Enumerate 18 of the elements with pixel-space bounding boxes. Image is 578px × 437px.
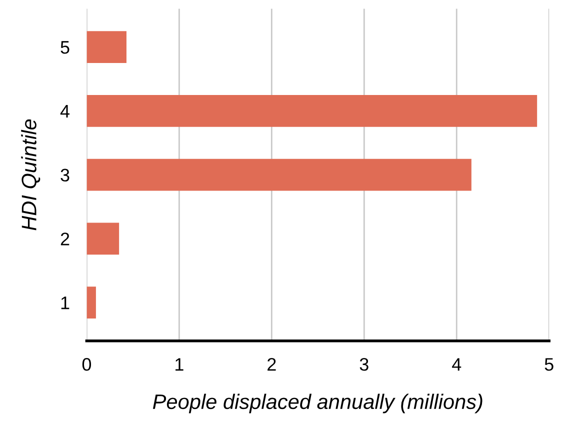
x-tick-label: 0 <box>82 358 92 371</box>
bar <box>86 286 96 319</box>
bar <box>86 31 126 64</box>
bar <box>86 222 120 255</box>
y-axis-title: HDI Quintile <box>21 119 40 230</box>
y-tick-label: 5 <box>60 41 70 54</box>
y-tick-label: 3 <box>60 168 70 182</box>
y-tick-label: 2 <box>60 232 70 246</box>
x-tick-label: 1 <box>176 358 184 371</box>
x-tick-label: 5 <box>544 358 554 371</box>
x-tick-label: 2 <box>268 358 276 371</box>
bar <box>86 158 472 191</box>
y-tick-label: 1 <box>61 296 70 310</box>
x-tick-label: 4 <box>452 358 462 371</box>
bar <box>86 94 538 127</box>
x-axis-title: People displaced annually (millions) <box>152 394 482 414</box>
x-tick-label: 3 <box>360 358 368 371</box>
y-tick-label: 4 <box>60 105 70 118</box>
